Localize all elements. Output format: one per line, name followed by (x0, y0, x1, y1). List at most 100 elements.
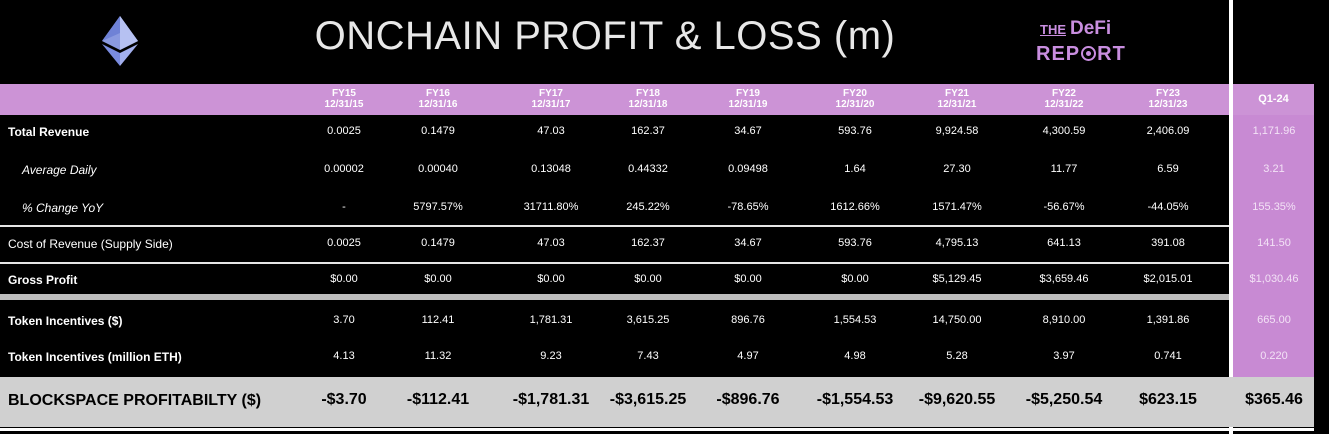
column-header-year: FY16 (426, 88, 450, 99)
table-cell: 1,171.96 (1252, 125, 1296, 137)
table-cell: 8,910.00 (1042, 314, 1086, 326)
blockspace-profitability-cell: -$112.41 (406, 391, 470, 408)
column-header-date: 12/31/16 (418, 99, 458, 110)
header: ONCHAIN PROFIT & LOSS (m) THE DeFi REP RT (0, 0, 1329, 84)
table-cell: $0.00 (330, 273, 358, 285)
table-cell: 141.50 (1257, 237, 1291, 249)
table-cell: 1612.66% (830, 201, 880, 213)
table-cell: 34.67 (734, 125, 762, 137)
table-cell: 5797.57% (413, 201, 463, 213)
brand-top-line: THE DeFi (1040, 18, 1111, 41)
table-cell: 112.41 (421, 314, 455, 326)
table-cell: 11.77 (1050, 163, 1078, 175)
brand-report-pre: REP (1036, 43, 1081, 65)
brand-the: THE (1040, 22, 1066, 37)
brand-logo: THE DeFi REP RT (1036, 18, 1156, 70)
blockspace-profitability-cell: -$1,554.53 (816, 391, 894, 408)
table-cell: 0.09498 (728, 163, 768, 175)
brand-report-post: RT (1097, 43, 1126, 65)
row-label: % Change YoY (22, 201, 104, 215)
column-header-fy19: FY19 12/31/19 (713, 84, 783, 110)
table-cell: 3.21 (1263, 163, 1285, 175)
table-cell: 5.28 (946, 350, 968, 362)
table-cell: -56.67% (1043, 201, 1085, 213)
blockspace-profitability-cell: -$5,250.54 (1025, 391, 1103, 408)
table-cell: 27.30 (943, 163, 971, 175)
table-cell: 0.0025 (327, 237, 361, 249)
column-header-year: FY23 (1156, 88, 1180, 99)
table-cell: $0.00 (734, 273, 762, 285)
table-cell: 0.0025 (327, 125, 361, 137)
table-cell: -78.65% (727, 201, 769, 213)
table-cell: $0.00 (537, 273, 565, 285)
table-cell: - (342, 201, 346, 213)
table-cell: 0.741 (1154, 350, 1182, 362)
column-header-year: FY18 (636, 88, 660, 99)
column-header-date: 12/31/19 (728, 99, 768, 110)
row-label: Gross Profit (8, 273, 78, 287)
table-cell: 0.13048 (531, 163, 571, 175)
ethereum-logo-icon (102, 16, 138, 66)
table-cell: 31711.80% (523, 201, 579, 213)
column-header-date: 12/31/17 (531, 99, 571, 110)
column-header-fy23: FY23 12/31/23 (1133, 84, 1203, 110)
row-label: Total Revenue (8, 125, 90, 139)
column-header-year: FY20 (843, 88, 867, 99)
column-header-date: 12/31/23 (1148, 99, 1188, 110)
table-cell: 7.43 (637, 350, 659, 362)
column-header-year: FY21 (945, 88, 969, 99)
table-cell: 641.13 (1047, 237, 1081, 249)
q1-24-column-bg (1233, 115, 1314, 377)
table-cell: 0.00040 (418, 163, 458, 175)
table-cell: 665.00 (1257, 314, 1291, 326)
table-cell: 4,795.13 (935, 237, 979, 249)
row-separator (0, 225, 1229, 227)
table-cell: $0.00 (841, 273, 869, 285)
column-header-fy22: FY22 12/31/22 (1029, 84, 1099, 110)
blockspace-profitability-label: BLOCKSPACE PROFITABILTY ($) (8, 392, 262, 409)
table-cell: $1,030.46 (1249, 273, 1299, 285)
table-cell: 14,750.00 (932, 314, 982, 326)
table-cell: 3.70 (333, 314, 355, 326)
table-cell: $0.00 (424, 273, 452, 285)
column-header-fy15: FY15 12/31/15 (309, 84, 379, 110)
table-cell: 155.35% (1252, 201, 1296, 213)
table-cell: 245.22% (626, 201, 670, 213)
table-cell: 6.59 (1157, 163, 1179, 175)
table-cell: 9.23 (540, 350, 562, 362)
column-header-date: 12/31/18 (628, 99, 668, 110)
row-separator (0, 262, 1229, 264)
column-header-q1-24: Q1-24 (1233, 84, 1314, 115)
table-cell: 1.64 (844, 163, 866, 175)
table-cell: 1,554.53 (833, 314, 877, 326)
row-label: Cost of Revenue (Supply Side) (8, 237, 173, 251)
table-cell: 593.76 (838, 125, 872, 137)
blockspace-profitability-cell: -$3,615.25 (609, 391, 687, 408)
table-cell: 0.220 (1260, 350, 1288, 362)
column-header-date: 12/31/21 (937, 99, 977, 110)
table-cell: 11.32 (424, 350, 452, 362)
row-label: Average Daily (22, 163, 97, 177)
column-header-year: FY17 (539, 88, 563, 99)
table-cell: 4.98 (844, 350, 866, 362)
brand-o-icon (1081, 46, 1097, 61)
column-header-year: FY15 (332, 88, 356, 99)
table-cell: 0.1479 (421, 237, 455, 249)
table-cell: $5,129.45 (932, 273, 982, 285)
column-header-date: 12/31/20 (835, 99, 875, 110)
blockspace-profitability-row: BLOCKSPACE PROFITABILTY ($) -$3.70 -$112.… (0, 377, 1314, 427)
table-cell: 34.67 (734, 237, 762, 249)
column-header-date: 12/31/22 (1044, 99, 1084, 110)
table-cell: 1,391.86 (1146, 314, 1190, 326)
column-header-fy18: FY18 12/31/18 (613, 84, 683, 110)
table-cell: $0.00 (634, 273, 662, 285)
brand-defi: DeFi (1070, 18, 1112, 39)
table-cell: 9,924.58 (935, 125, 979, 137)
row-label: Token Incentives (million ETH) (8, 350, 182, 364)
table-cell: 896.76 (731, 314, 765, 326)
table-cell: 0.1479 (421, 125, 455, 137)
page-title: ONCHAIN PROFIT & LOSS (m) (314, 14, 896, 58)
blockspace-profitability-cell: $365.46 (1245, 391, 1303, 408)
table-cell: $3,659.46 (1039, 273, 1089, 285)
table-cell: 2,406.09 (1146, 125, 1190, 137)
